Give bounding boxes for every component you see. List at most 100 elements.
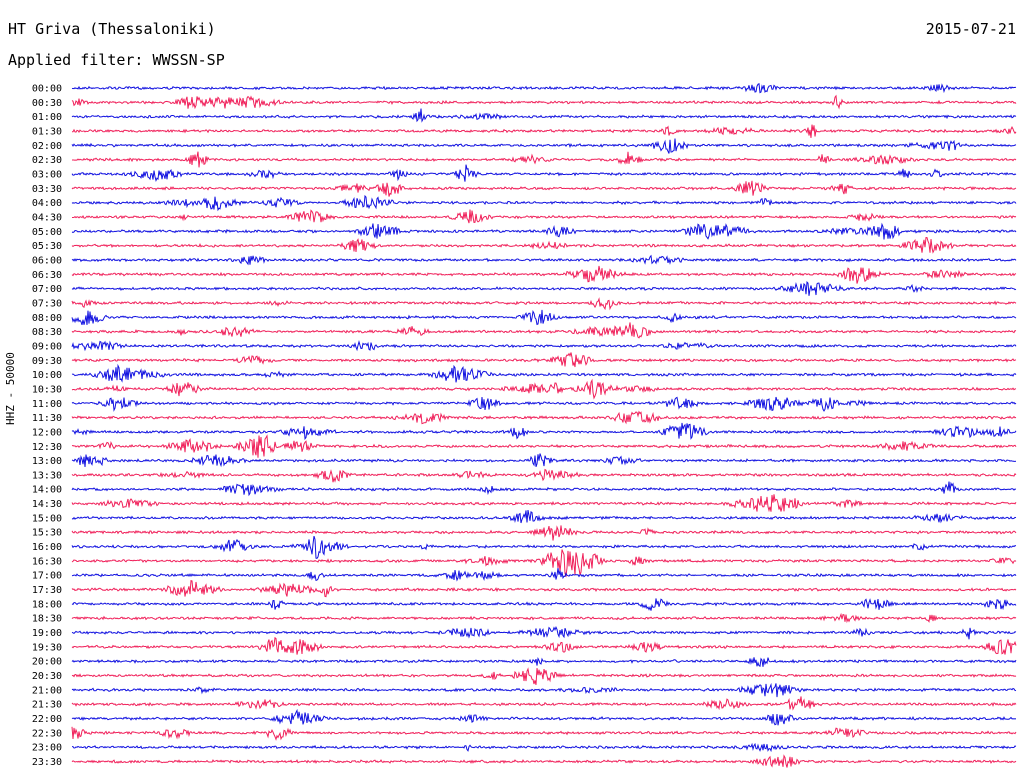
row-time-label: 20:30 [32,671,62,682]
row-time-label: 02:30 [32,155,62,166]
trace-line [71,579,1017,598]
trace-line [71,339,1017,352]
row-time-label: 05:00 [32,227,62,238]
trace-line [71,280,1017,296]
row-time-label: 10:30 [32,384,62,395]
trace-line [71,108,1017,123]
trace-line [71,254,1017,266]
row-time-label: 15:30 [32,528,62,539]
trace-line [72,209,1017,224]
trace-line [71,682,1017,698]
trace-line [71,363,1017,383]
row-time-label: 07:00 [32,284,62,295]
row-time-label: 18:30 [32,614,62,625]
row-time-label: 22:30 [32,728,62,739]
row-time-label: 19:30 [32,642,62,653]
row-time-label: 18:00 [32,599,62,610]
row-time-label: 13:00 [32,456,62,467]
trace-line [71,667,1017,686]
trace-line [71,657,1017,667]
trace-line [71,180,1017,197]
row-time-label: 03:00 [32,169,62,180]
row-time-label: 01:30 [32,126,62,137]
trace-line [71,525,1017,541]
row-time-label: 05:30 [32,241,62,252]
row-time-label: 09:30 [32,356,62,367]
trace-line [71,265,1017,284]
trace-line [71,453,1017,468]
row-time-label: 16:00 [32,542,62,553]
row-time-label: 14:00 [32,485,62,496]
row-time-label: 17:30 [32,585,62,596]
row-time-label: 22:00 [32,714,62,725]
row-time-label: 10:00 [32,370,62,381]
row-time-label: 11:00 [32,399,62,410]
trace-line [71,222,1017,240]
date-label: 2015-07-21 [925,20,1016,38]
trace-line [71,297,1017,311]
station-title: HT Griva (Thessaloniki) [8,20,216,38]
trace-line [71,708,1017,726]
row-time-label: 02:00 [32,141,62,152]
row-time-label: 15:00 [32,513,62,524]
row-time-label: 03:30 [32,184,62,195]
trace-line [71,494,1017,513]
trace-line [71,636,1017,655]
row-time-label: 07:30 [32,298,62,309]
row-time-label: 12:00 [32,427,62,438]
row-time-label: 09:00 [32,341,62,352]
row-time-label: 23:00 [32,743,62,754]
trace-line [71,83,1017,94]
row-time-label: 04:30 [32,212,62,223]
row-time-label: 21:00 [32,685,62,696]
trace-line [71,378,1017,400]
row-time-label: 20:00 [32,657,62,668]
trace-line [71,535,1017,559]
trace-line [72,742,1017,753]
row-time-label: 14:30 [32,499,62,510]
row-time-label: 01:00 [32,112,62,123]
trace-line [71,164,1017,183]
row-time-label: 11:30 [32,413,62,424]
filter-label: Applied filter: WWSSN-SP [8,51,225,69]
trace-line [71,410,1017,425]
row-time-label: 08:00 [32,313,62,324]
trace-line [71,422,1017,440]
row-time-label: 06:30 [32,270,62,281]
row-time-label: 00:30 [32,98,62,109]
trace-line [71,612,1017,624]
row-time-label: 06:00 [32,255,62,266]
trace-line [71,468,1017,483]
trace-line [71,626,1017,640]
trace-line [71,322,1017,339]
trace-line [72,151,1017,168]
trace-line [72,124,1017,138]
trace-line [71,396,1017,412]
row-time-label: 21:30 [32,700,62,711]
trace-line [71,309,1017,326]
trace-line [71,696,1017,711]
trace-line [71,236,1017,254]
trace-line [71,510,1017,524]
trace-line [71,94,1017,110]
row-time-label: 13:30 [32,470,62,481]
row-time-label: 12:30 [32,442,62,453]
trace-line [71,434,1017,458]
trace-line [71,194,1017,212]
trace-line [71,568,1017,582]
row-time-label: 16:30 [32,556,62,567]
trace-line [71,549,1017,578]
row-time-label: 19:00 [32,628,62,639]
trace-line [71,726,1017,741]
row-time-label: 23:30 [32,757,62,768]
trace-line [71,352,1017,368]
row-time-label: 17:00 [32,571,62,582]
row-time-label: 08:30 [32,327,62,338]
trace-line [71,754,1017,768]
trace-line [71,138,1017,154]
row-time-label: 00:00 [32,84,62,95]
row-time-label: 04:00 [32,198,62,209]
trace-line [71,598,1017,611]
trace-line [71,481,1017,497]
